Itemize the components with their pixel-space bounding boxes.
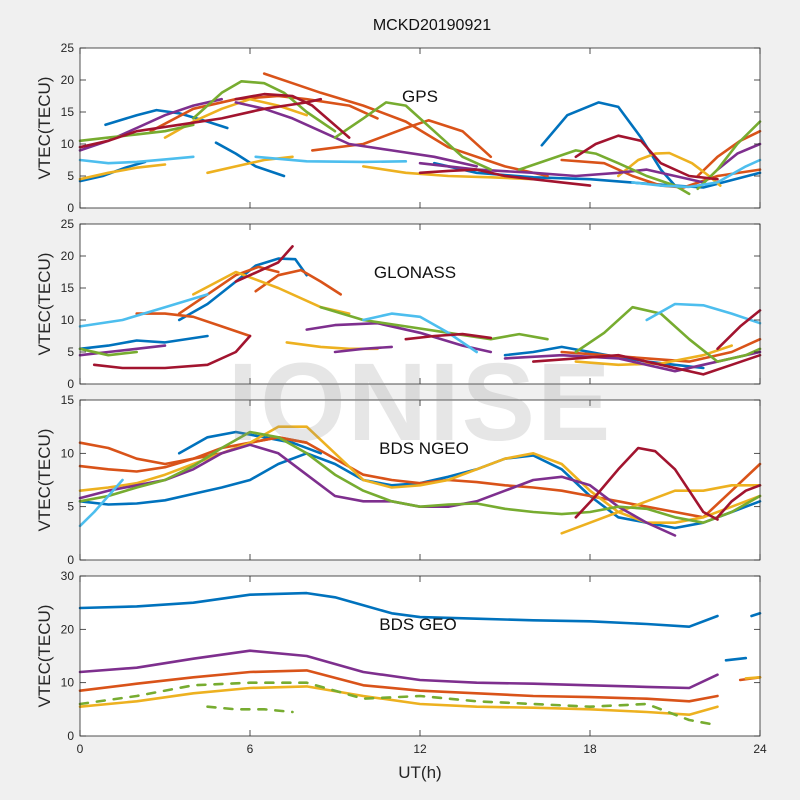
series-line: [517, 149, 691, 196]
y-tick-label: 10: [61, 313, 75, 327]
series-line: [206, 705, 294, 714]
y-tick-label: 0: [67, 729, 74, 743]
y-tick-label: 10: [61, 137, 75, 151]
series-line: [560, 483, 762, 535]
series-line: [716, 483, 762, 519]
series-line: [333, 101, 493, 171]
series-line: [744, 675, 762, 680]
y-axis-label: VTEC(TECU): [35, 605, 54, 708]
x-axis-label: UT(h): [398, 763, 441, 782]
series-line: [78, 347, 138, 357]
series-line: [78, 685, 719, 717]
y-tick-label: 20: [61, 622, 75, 636]
series-line: [574, 305, 762, 363]
series-line: [531, 353, 762, 376]
y-tick-label: 10: [61, 676, 75, 690]
y-tick-label: 5: [67, 345, 74, 359]
series-line: [645, 302, 762, 325]
series-line: [262, 72, 549, 178]
watermark: IONISE: [228, 341, 613, 464]
series-line: [78, 97, 323, 149]
series-line: [234, 92, 351, 139]
series-line: [78, 293, 209, 328]
series-line: [78, 430, 762, 525]
y-tick-label: 30: [61, 569, 75, 583]
subplot-3: 0 10 20 30 0 6 12 18 24 VTEC(TECU) BDS GEO: [35, 569, 767, 756]
y-tick-label: 5: [67, 500, 74, 514]
x-tick-label: 12: [413, 742, 427, 756]
subplot-0: 0 5 10 15 20 25 VTEC(TECU) GPS: [35, 41, 762, 215]
y-tick-label: 15: [61, 393, 75, 407]
series-line: [78, 163, 167, 181]
series-line: [78, 649, 719, 690]
series-line: [78, 155, 195, 165]
y-tick-label: 25: [61, 41, 75, 55]
series-line: [418, 168, 592, 187]
series-line: [78, 344, 167, 357]
series-line: [750, 611, 762, 618]
series-line: [716, 142, 762, 171]
y-tick-label: 15: [61, 281, 75, 295]
x-tick-label: 18: [583, 742, 597, 756]
y-axis-label: VTEC(TECU): [35, 253, 54, 356]
series-line: [696, 129, 762, 178]
series-line: [432, 161, 762, 189]
series-line: [78, 478, 124, 528]
y-tick-label: 10: [61, 446, 75, 460]
series-line: [192, 80, 337, 133]
series-line: [631, 158, 762, 189]
series-line: [560, 337, 762, 363]
panel-label: GLONASS: [374, 263, 456, 282]
panel-label: BDS NGEO: [379, 439, 469, 458]
series-line: [177, 430, 323, 455]
subplots: 0 5 10 15 20 25 VTEC(TECU) GPS 0 5 10 15 20 25 VTEC(TE…: [35, 41, 767, 756]
series-line: [104, 108, 229, 130]
x-tick-label: 0: [77, 742, 84, 756]
series-line: [78, 123, 195, 143]
series-line: [333, 345, 394, 354]
panel-label: GPS: [402, 87, 438, 106]
series-line: [78, 435, 762, 519]
series-line: [92, 334, 252, 370]
x-tick-label: 24: [753, 742, 767, 756]
series-line: [78, 591, 719, 629]
series-line: [716, 309, 762, 351]
figure-title: MCKD20190921: [373, 17, 491, 34]
series-line: [78, 334, 209, 351]
y-axis-label: VTEC(TECU): [35, 429, 54, 532]
y-tick-label: 0: [67, 553, 74, 567]
subplot-2: 0 5 10 15 VTEC(TECU) BDS NGEO: [35, 393, 762, 567]
y-axis-label: VTEC(TECU): [35, 77, 54, 180]
y-tick-label: 5: [67, 169, 74, 183]
series-line: [361, 312, 479, 354]
series-line: [254, 155, 408, 164]
y-tick-label: 20: [61, 249, 75, 263]
series-line: [724, 656, 748, 662]
subplot-1: 0 5 10 15 20 25 VTEC(TECU) GLONASS: [35, 217, 762, 391]
series-line: [540, 101, 677, 187]
series-line: [78, 681, 719, 727]
panel-label: BDS GEO: [379, 615, 456, 634]
series-line: [418, 161, 705, 184]
series-line: [234, 245, 294, 283]
series-line: [574, 134, 719, 181]
series-line: [616, 151, 722, 187]
y-tick-label: 0: [67, 201, 74, 215]
series-line: [135, 312, 252, 338]
series-line: [574, 446, 719, 521]
series-line: [177, 257, 309, 322]
y-tick-label: 25: [61, 217, 75, 231]
plot-area: [80, 400, 760, 560]
series-line: [404, 332, 493, 341]
series-line: [254, 268, 343, 296]
y-tick-label: 15: [61, 105, 75, 119]
series-line: [361, 165, 535, 181]
series-line: [78, 443, 677, 537]
y-tick-label: 20: [61, 73, 75, 87]
x-tick-label: 6: [247, 742, 254, 756]
y-tick-label: 0: [67, 377, 74, 391]
series-line: [78, 669, 719, 703]
series-line: [214, 141, 286, 178]
